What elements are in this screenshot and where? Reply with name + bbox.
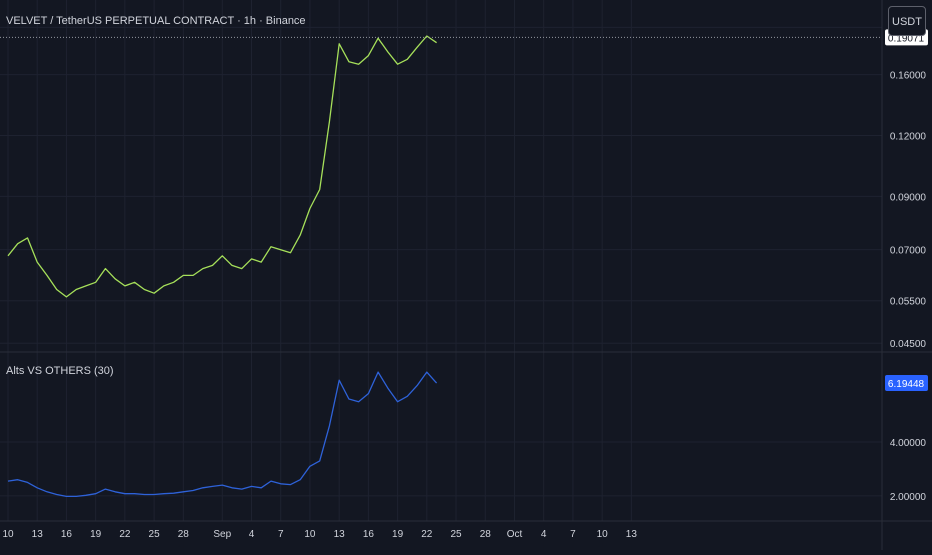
time-tick-label: 16 [363, 529, 375, 540]
indicator-axis[interactable]: 4.00000 2.00000 6.19448 [885, 375, 928, 503]
time-tick-label: 19 [90, 529, 102, 540]
time-tick-label: 10 [2, 529, 14, 540]
price-tick-label: 0.09000 [890, 192, 927, 203]
time-tick-label: 7 [278, 529, 284, 540]
last-indicator-label: 6.19448 [888, 379, 925, 390]
indicator-series [7, 371, 438, 498]
symbol-title[interactable]: VELVET / TetherUS PERPETUAL CONTRACT · 1… [6, 15, 306, 27]
time-tick-label: 16 [61, 529, 73, 540]
price-axis[interactable]: 0.200000.160000.120000.090000.070000.055… [0, 23, 928, 350]
time-tick-label: 7 [570, 529, 576, 540]
price-tick-label: 0.04500 [890, 339, 927, 350]
price-tick-label: 0.16000 [890, 71, 927, 82]
price-line [7, 35, 437, 298]
time-tick-label: 19 [392, 529, 404, 540]
indicator-tick-label: 2.00000 [890, 492, 927, 503]
indicator-line [7, 371, 438, 498]
time-tick-label: 25 [149, 529, 161, 540]
time-tick-label: 22 [421, 529, 433, 540]
time-tick-label: 13 [32, 529, 44, 540]
time-tick-label: 4 [541, 529, 547, 540]
time-tick-label: 4 [249, 529, 255, 540]
time-tick-label: 28 [178, 529, 190, 540]
indicator-title[interactable]: Alts VS OTHERS (30) [6, 365, 114, 377]
price-series [7, 35, 437, 298]
time-tick-label: 10 [597, 529, 609, 540]
price-tick-label: 0.12000 [890, 132, 927, 143]
time-tick-label: 13 [334, 529, 346, 540]
time-tick-label: 28 [480, 529, 492, 540]
time-tick-label: Oct [507, 529, 523, 540]
last-price-label: 0.19071 [888, 33, 925, 44]
time-tick-label: 25 [450, 529, 462, 540]
time-tick-label: 13 [626, 529, 638, 540]
currency-button[interactable]: USDT [888, 6, 926, 36]
price-tick-label: 0.05500 [890, 297, 927, 308]
time-tick-label: 10 [304, 529, 316, 540]
indicator-tick-label: 4.00000 [890, 438, 927, 449]
time-tick-label: 22 [119, 529, 131, 540]
price-tick-label: 0.07000 [890, 246, 927, 257]
grid-lines [0, 0, 882, 521]
time-tick-label: Sep [213, 529, 231, 540]
time-axis[interactable]: 10 13 16 19 22 25 28 Sep 4 7 10 13 16 19 22 25 28 Oct 4 7 10… [2, 529, 637, 540]
last-indicator-badge [885, 375, 928, 392]
